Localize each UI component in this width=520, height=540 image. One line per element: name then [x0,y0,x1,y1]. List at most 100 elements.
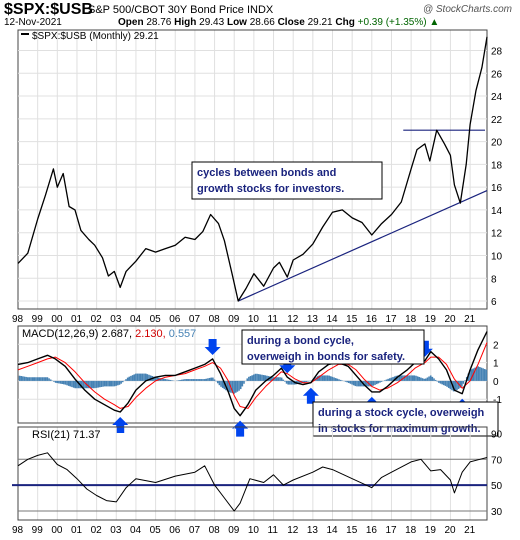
price-annotation-box [191,161,383,200]
price-y-tick-label: 18 [491,160,503,171]
price-x-tick-label: 00 [51,314,63,325]
macd-histogram-bar [443,380,445,386]
bottom-x-tick-label: 15 [346,525,358,536]
bottom-x-tick-label: 05 [150,525,162,536]
macd-histogram-bar [372,380,375,386]
macd-histogram-bar [25,376,27,381]
price-y-tick-label: 22 [491,115,503,126]
macd-histogram-bar [357,380,360,387]
macd-histogram-bar [166,379,168,381]
stock-cycle-annotation-line: during a stock cycle, overweigh [318,407,485,419]
macd-histogram-bar [316,376,319,381]
macd-histogram-bar [118,380,121,385]
macd-histogram-bar [323,375,326,381]
macd-histogram-bar [131,375,134,381]
bottom-x-tick-label: 20 [444,525,456,536]
macd-histogram-bar [302,380,304,383]
macd-histogram-bar [48,378,50,381]
macd-histogram-bar [161,378,163,381]
rsi-line [17,452,488,512]
macd-histogram-bar [210,377,213,381]
macd-histogram-bar [212,377,214,381]
macd-histogram-bar [366,380,368,387]
macd-legend-value: 2.687, [101,328,135,340]
macd-histogram-bar [290,380,293,385]
macd-histogram-bar [136,373,139,381]
macd-histogram-bar [352,380,355,386]
macd-histogram-bar [148,374,150,381]
macd-histogram-bar [112,380,114,387]
macd-histogram-bar [447,380,450,388]
macd-histogram-bar [146,374,149,381]
price-x-tick-label: 19 [425,314,437,325]
price-panel-frame [17,29,488,310]
price-y-tick-label: 26 [491,69,503,80]
macd-histogram-bar [413,375,416,381]
price-legend: $SPX:$USB (Monthly) 29.21 [32,31,159,42]
macd-histogram-bar [53,380,55,382]
macd-histogram-bar [228,380,231,393]
macd-histogram-bar [298,380,301,384]
macd-histogram-bar [149,375,152,381]
macd-histogram-bar [251,375,253,381]
bottom-x-tick-label: 99 [32,525,44,536]
bottom-x-tick-label: 18 [405,525,417,536]
macd-histogram-bar [177,380,180,381]
macd-histogram-bar [369,380,371,387]
macd-histogram-bar [246,378,249,381]
macd-histogram-bar [426,377,429,381]
macd-histogram-bar [156,377,158,381]
macd-histogram-bar [284,380,286,382]
macd-histogram-bar [40,377,42,381]
macd-histogram-bar [90,380,93,389]
macd-histogram-bar [385,379,388,381]
price-x-tick-label: 09 [228,314,240,325]
macd-histogram-bar [423,378,425,381]
macd-histogram-bar [221,380,224,388]
price-x-tick-label: 10 [248,314,260,325]
macd-histogram-bar [459,380,462,388]
macd-histogram-bar [231,380,234,394]
macd-histogram-bar [289,380,291,385]
macd-histogram-bar [154,377,157,381]
macd-histogram-bar [185,379,188,381]
macd-histogram-bar [428,376,430,381]
price-y-tick-label: 20 [491,138,503,149]
macd-histogram-bar [359,380,362,387]
price-annotation-line: growth stocks for investors. [197,183,344,195]
bottom-x-tick-label: 19 [425,525,437,536]
macd-histogram-bar [99,380,101,388]
macd-histogram-bar [305,380,308,382]
price-x-tick-label: 17 [385,314,397,325]
price-x-tick-label: 99 [32,314,44,325]
macd-histogram-bar [105,380,108,387]
macd-histogram-bar [180,379,183,381]
price-x-tick-label: 21 [464,314,476,325]
macd-histogram-bar [64,380,67,385]
bottom-x-tick-label: 02 [91,525,103,536]
macd-histogram-bar [62,380,65,385]
macd-histogram-bar [410,375,412,381]
macd-histogram-bar [469,370,471,381]
macd-histogram-bar [307,380,309,382]
macd-histogram-bar [438,380,440,383]
macd-histogram-bar [77,380,80,389]
macd-histogram-bar [333,377,335,381]
bottom-x-tick-label: 98 [12,525,24,536]
macd-histogram-bar [94,380,96,389]
macd-histogram-bar [49,379,52,381]
macd-histogram-bar [20,376,23,381]
macd-histogram-bar [169,379,172,381]
macd-histogram-bar [279,377,281,381]
macd-histogram-bar [234,380,237,393]
macd-histogram-bar [336,378,339,381]
bottom-x-tick-label: 17 [385,525,397,536]
macd-histogram-bar [184,379,186,381]
macd-histogram-bar [133,374,136,381]
bottom-x-tick-label: 12 [287,525,299,536]
macd-histogram-bar [254,373,257,381]
macd-legend-value: MACD(12,26,9) [22,328,101,340]
macd-histogram-bar [120,380,122,384]
macd-histogram-bar [84,380,86,389]
macd-histogram-bar [72,380,75,388]
